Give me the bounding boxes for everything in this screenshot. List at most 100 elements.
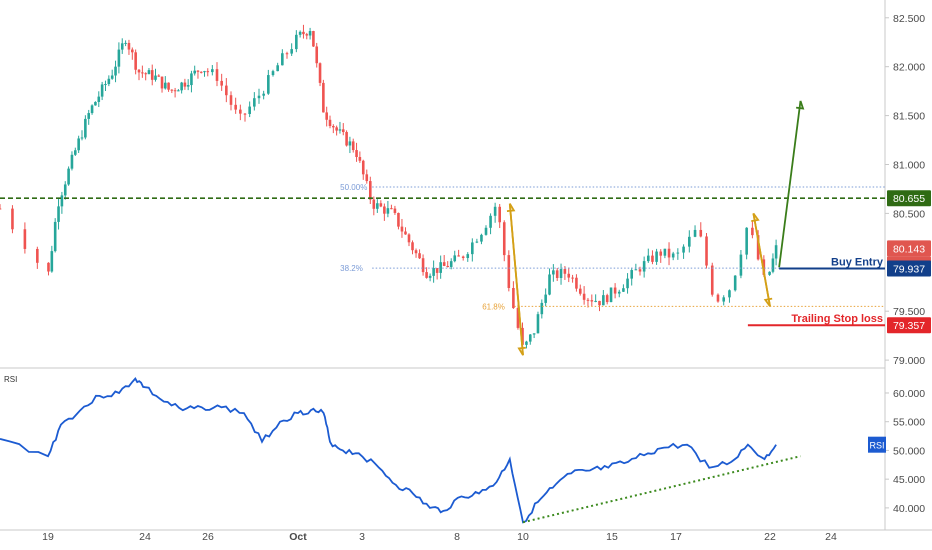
candle-body	[642, 261, 646, 272]
candle-body	[532, 333, 536, 335]
candle-body	[160, 76, 164, 89]
candle-body	[131, 49, 134, 53]
candle-body	[671, 253, 675, 258]
time-tick-label: 8	[454, 531, 460, 543]
candle-body	[365, 174, 369, 182]
candle-body	[271, 71, 275, 76]
candle-body	[630, 270, 634, 279]
candle-body	[23, 229, 27, 249]
candle-body	[688, 236, 691, 247]
candle-body	[134, 52, 137, 70]
candle-body	[582, 293, 586, 300]
candle-body	[351, 141, 355, 151]
level-lines: 50.00% 38.2% 61.8% Buy Entry Trailing Stop l…	[0, 183, 885, 327]
candle-body	[383, 206, 386, 214]
candle-body	[243, 113, 247, 115]
rsi-tick-label: 40.000	[893, 503, 925, 515]
candle-body	[147, 70, 151, 75]
candle-body	[484, 227, 488, 235]
candle-body	[575, 277, 578, 289]
candle-body	[774, 245, 778, 259]
candle-body	[634, 269, 638, 271]
candle-body	[60, 195, 64, 207]
candle-body	[368, 181, 372, 200]
candle-body	[315, 46, 319, 64]
candle-body	[180, 82, 183, 91]
candle-body	[322, 82, 325, 113]
candle-body	[548, 274, 551, 295]
candle-body	[559, 269, 563, 278]
candle-body	[141, 72, 144, 74]
candles	[0, 24, 778, 349]
arrow-swing-up-2	[752, 213, 771, 307]
candle-body	[699, 229, 703, 237]
candle-body	[397, 212, 400, 227]
candle-body	[728, 290, 731, 298]
candle-body	[751, 227, 754, 236]
candle-body	[525, 341, 528, 345]
candle-body	[248, 106, 251, 115]
time-tick-label: 15	[606, 531, 618, 543]
candle-body	[267, 75, 270, 94]
candle-body	[80, 137, 84, 139]
candle-body	[0, 208, 2, 210]
candle-body	[428, 275, 432, 278]
price-tag-text-buy: 79.937	[893, 263, 925, 275]
rsi-line	[0, 377, 777, 524]
candle-body	[206, 71, 210, 73]
candle-body	[372, 199, 376, 209]
candle-body	[502, 222, 506, 256]
candle-body	[114, 66, 117, 76]
arrow-swing-down-1-head	[517, 346, 526, 356]
candle-body	[137, 69, 141, 73]
candle-body	[170, 89, 174, 91]
candle-body	[442, 262, 446, 266]
rsi-tag	[868, 436, 886, 453]
candle-body	[404, 231, 407, 235]
candle-body	[100, 84, 104, 97]
candle-body	[475, 241, 479, 243]
candle-body	[400, 226, 404, 232]
arrow-swing-up-1-head	[506, 203, 516, 212]
rsi-tag-text: RSI	[869, 441, 884, 451]
price-tag-buy	[887, 260, 931, 277]
candle-body	[157, 75, 161, 77]
candle-body	[87, 113, 91, 119]
candle-body	[120, 43, 124, 50]
candle-body	[285, 53, 289, 55]
arrow-projection-up	[778, 100, 802, 268]
candle-body	[682, 246, 685, 253]
candle-body	[544, 294, 547, 303]
candle-body	[602, 295, 605, 306]
candle-body	[609, 287, 613, 303]
candle-body	[578, 288, 582, 294]
candle-body	[716, 294, 720, 302]
candle-body	[646, 255, 650, 262]
candle-body	[449, 261, 453, 267]
candle-body	[70, 154, 74, 169]
candle-body	[53, 221, 57, 252]
candle-body	[47, 262, 50, 272]
candle-body	[164, 82, 167, 89]
price-tag-resistance	[887, 190, 931, 207]
candle-body	[127, 42, 131, 50]
candle-body	[298, 31, 302, 35]
candle-body	[498, 206, 501, 223]
candle-body	[386, 208, 390, 214]
candle-body	[341, 129, 345, 133]
candle-body	[36, 248, 39, 263]
candle-body	[150, 70, 154, 80]
candle-body	[594, 300, 597, 302]
candle-body	[225, 85, 228, 96]
candle-body	[446, 265, 450, 267]
time-tick-label: 24	[139, 531, 151, 543]
price-tag-text-stop: 79.357	[893, 320, 925, 332]
candle-body	[318, 63, 322, 83]
candle-body	[167, 82, 170, 90]
candle-body	[598, 300, 601, 306]
candle-body	[332, 126, 335, 128]
candle-body	[312, 31, 315, 47]
candle-body	[253, 98, 256, 107]
candle-body	[768, 271, 771, 275]
